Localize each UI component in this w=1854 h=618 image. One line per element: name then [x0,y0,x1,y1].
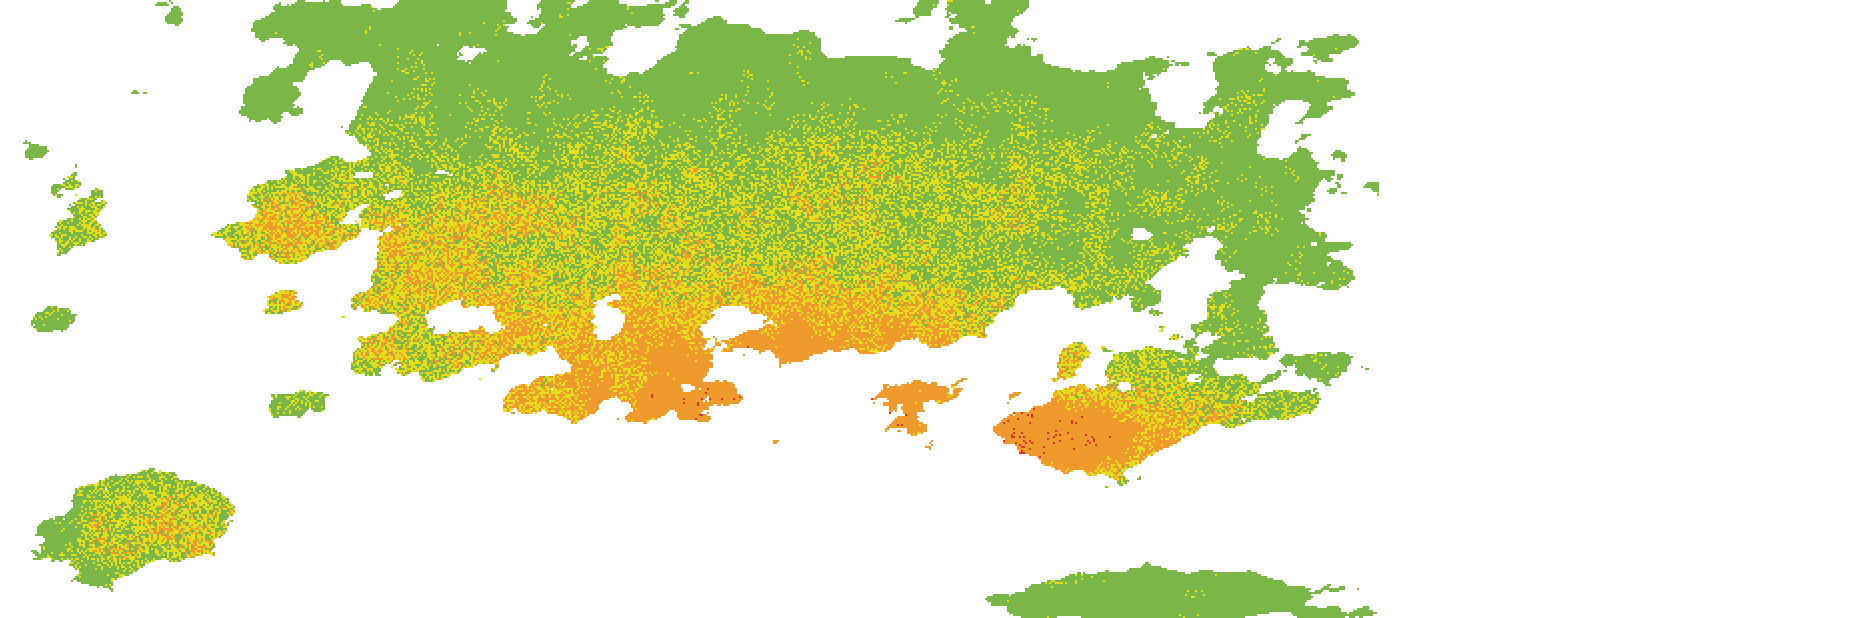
classified-raster-map [21,0,1379,618]
map-frame [21,0,1379,618]
